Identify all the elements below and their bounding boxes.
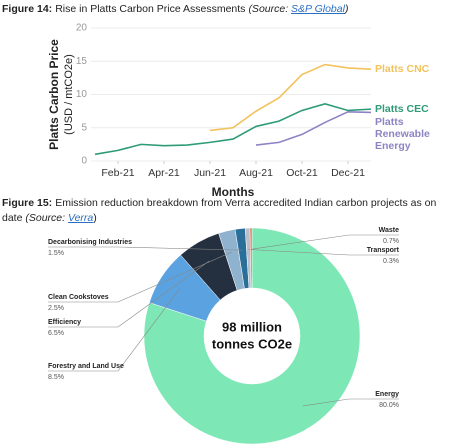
- legend-label-line: Renewable: [375, 128, 430, 140]
- leader-line: [48, 246, 243, 251]
- x-tick-label: Jun-21: [194, 167, 226, 179]
- line-series: [94, 102, 372, 156]
- figure-label: Figure 15:: [2, 197, 53, 209]
- leader-line: [48, 251, 232, 303]
- slice-label: Energy: [375, 391, 399, 398]
- legend-label: Platts CNC: [375, 63, 430, 75]
- y-axis-title: (USD / mtCO2e): [63, 54, 75, 135]
- slice-label: Efficiency: [48, 319, 81, 326]
- leader-line: [251, 249, 399, 256]
- source-link[interactable]: Verra: [67, 212, 94, 224]
- source-link[interactable]: S&P Global: [291, 3, 345, 15]
- x-tick-label: Feb-21: [101, 167, 134, 179]
- slice-value-label: 80.0%: [379, 402, 399, 409]
- center-label: 98 million: [222, 319, 282, 334]
- slice-value-label: 8.5%: [48, 374, 64, 381]
- figure-caption: Figure 14: Rise in Platts Carbon Price As…: [2, 2, 452, 17]
- leader-line: [248, 234, 399, 250]
- center-label: tonnes CO2e: [212, 336, 292, 351]
- legend-label: Platts Renewable Energy: [375, 116, 430, 152]
- figure-label: Figure 14:: [2, 3, 53, 15]
- x-tick-label: Apr-21: [148, 167, 180, 179]
- legend-label: Platts CEC: [375, 103, 429, 115]
- slice-value-label: 0.7%: [383, 238, 399, 245]
- source-suffix: ): [93, 212, 97, 224]
- pie-slice: [249, 227, 253, 289]
- slice-label: Decarbonising Industries: [48, 239, 132, 246]
- y-tick-label: 10: [76, 89, 88, 100]
- leader-line: [48, 288, 181, 372]
- figure-caption: Figure 15: Emission reduction breakdown f…: [2, 196, 442, 226]
- pie-slice: [143, 227, 361, 445]
- line-series: [209, 63, 372, 132]
- slice-value-label: 0.3%: [383, 258, 399, 265]
- x-tick-label: Aug-21: [239, 167, 273, 179]
- x-tick-label: Oct-21: [286, 167, 318, 179]
- slice-value-label: 1.5%: [48, 250, 64, 257]
- y-tick-label: 20: [76, 23, 88, 34]
- slice-label: Clean Cookstoves: [48, 294, 109, 301]
- slice-value-label: 6.5%: [48, 330, 64, 337]
- x-tick-label: Dec-21: [331, 167, 365, 179]
- source-prefix: (Source:: [25, 212, 66, 224]
- leader-line: [302, 398, 399, 407]
- slice-value-label: 2.5%: [48, 305, 64, 312]
- source-prefix: (Source:: [248, 3, 289, 15]
- y-tick-label: 5: [81, 122, 87, 133]
- y-tick-label: 15: [76, 56, 88, 67]
- y-tick-label: 0: [81, 156, 87, 167]
- line-series: [255, 110, 372, 146]
- slice-label: Transport: [367, 247, 400, 254]
- source-suffix: ): [344, 3, 349, 15]
- slice-label: Waste: [379, 227, 399, 234]
- legend-label-line: Platts: [375, 116, 404, 128]
- x-axis-title: Months: [212, 185, 255, 199]
- slice-label: Forestry and Land Use: [48, 363, 124, 370]
- y-axis-title: Platts Carbon Price: [47, 39, 61, 150]
- caption-text: Rise in Platts Carbon Price Assessments: [55, 3, 246, 15]
- caption-text: Emission reduction breakdown from Verra …: [2, 197, 437, 224]
- legend-label-line: Energy: [375, 140, 411, 152]
- leader-line: [48, 260, 210, 328]
